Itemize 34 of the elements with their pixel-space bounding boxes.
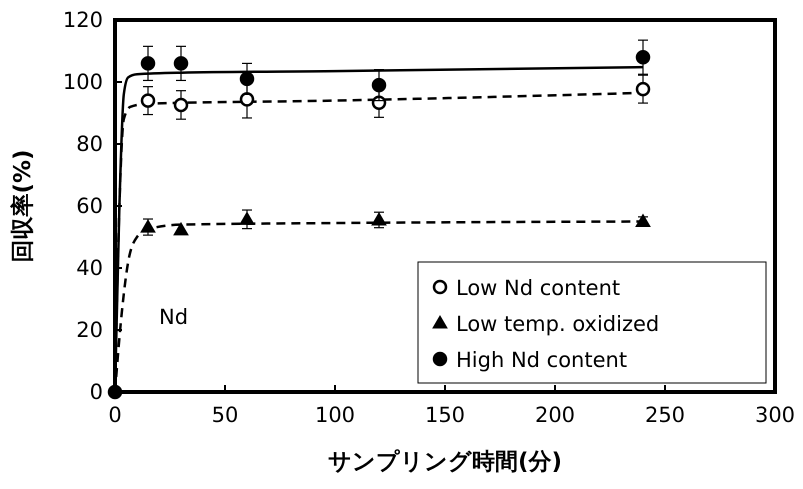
x-tick-label: 200 [534,403,576,427]
x-axis-title: サンプリング時間(分) [328,449,562,475]
point [636,214,650,227]
point [174,56,188,71]
y-tick-label: 60 [76,194,103,218]
x-tick-label: 100 [314,403,356,427]
legend-label: High Nd content [456,348,628,372]
x-tick-label: 50 [212,403,238,427]
point [240,212,254,225]
point [240,92,254,107]
x-tick-label: 300 [754,403,796,427]
point [140,56,156,71]
point [636,50,650,64]
y-tick-label: 80 [76,132,103,156]
point [372,212,386,226]
y-tick-label: 120 [62,8,103,32]
point [240,72,254,86]
point [174,98,188,112]
y-tick-label: 40 [76,256,103,280]
x-tick-label: 150 [424,403,466,427]
y-tick-label: 100 [62,70,103,94]
x-tick-label: 250 [644,403,686,427]
point [174,222,188,236]
point [372,78,386,92]
point [140,220,156,233]
legend-label: Low temp. oxidized [456,312,660,336]
x-tick-label: 0 [108,403,122,427]
legend-label: Low Nd content [456,276,620,300]
annotation: Nd [159,304,188,329]
y-tick-label: 20 [76,318,103,342]
point [636,82,650,96]
y-axis-title: 回収率(%) [9,149,36,263]
y-tick-label: 0 [90,380,103,404]
point [140,93,156,108]
